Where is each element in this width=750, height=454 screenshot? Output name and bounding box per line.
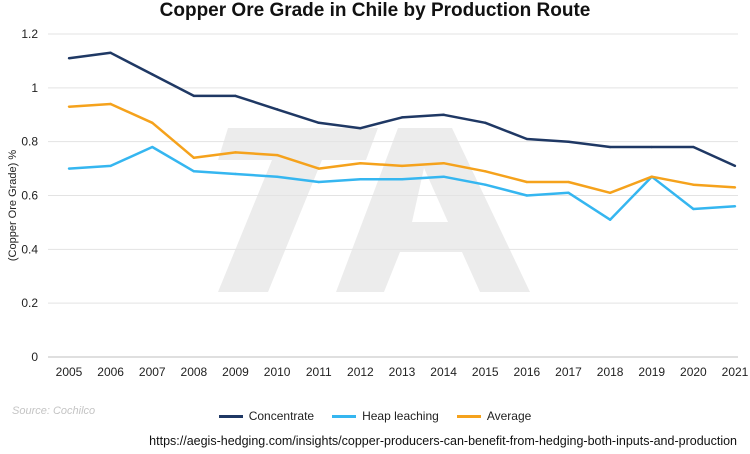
legend-swatch [332, 414, 357, 418]
data-point-heap-leaching [400, 178, 404, 181]
y-tick-label: 0.2 [21, 296, 38, 310]
data-point-heap-leaching [67, 167, 71, 170]
data-point-concentrate [567, 140, 570, 143]
data-point-concentrate [109, 51, 112, 55]
data-point-concentrate [151, 73, 154, 76]
data-point-average [400, 164, 404, 168]
data-point-heap-leaching [484, 183, 487, 186]
data-point-average [442, 162, 445, 165]
data-point-concentrate [359, 127, 362, 130]
data-point-heap-leaching [733, 205, 737, 208]
x-tick-label: 2013 [389, 365, 416, 379]
legend-label: Average [486, 409, 532, 423]
data-point-average [67, 105, 71, 108]
x-tick-label: 2020 [680, 365, 707, 379]
data-point-concentrate [733, 164, 737, 168]
data-point-heap-leaching [317, 180, 320, 184]
data-point-concentrate [234, 94, 237, 98]
data-point-heap-leaching [109, 164, 112, 168]
data-point-concentrate [525, 137, 529, 141]
x-tick-label: 2019 [638, 365, 665, 379]
data-point-average [608, 191, 612, 195]
x-tick-label: 2009 [222, 365, 249, 379]
data-point-heap-leaching [192, 170, 196, 173]
data-point-average [359, 162, 362, 165]
data-point-concentrate [692, 145, 695, 149]
x-tick-label: 2021 [722, 365, 749, 379]
source-url[interactable]: https://aegis-hedging.com/insights/coppe… [149, 434, 737, 448]
source-note: Source: Cochilco [12, 405, 96, 417]
data-point-average [109, 102, 112, 106]
x-tick-label: 2010 [264, 365, 291, 379]
x-tick-label: 2015 [472, 365, 499, 379]
x-tick-label: 2014 [430, 365, 457, 379]
data-point-heap-leaching [151, 145, 154, 149]
series-lines [67, 51, 737, 221]
data-point-heap-leaching [567, 191, 570, 195]
x-tick-label: 2008 [181, 365, 208, 379]
y-tick-label: 0 [31, 350, 38, 364]
x-tick-label: 2018 [597, 365, 624, 379]
data-point-average [567, 180, 570, 184]
x-tick-label: 2006 [97, 365, 124, 379]
y-tick-label: 0.4 [21, 242, 38, 256]
data-point-concentrate [650, 145, 653, 149]
data-point-average [484, 170, 487, 173]
legend: Concentrate Heap leaching Average [0, 409, 750, 423]
x-tick-label: 2007 [139, 365, 166, 379]
data-point-concentrate [275, 108, 279, 111]
data-point-average [650, 175, 653, 178]
ta-watermark [218, 128, 530, 292]
data-point-heap-leaching [692, 207, 695, 211]
data-point-average [317, 167, 320, 170]
x-tick-label: 2005 [56, 365, 83, 379]
data-point-heap-leaching [234, 172, 237, 176]
y-tick-label: 1.2 [21, 27, 38, 41]
data-point-heap-leaching [525, 194, 529, 197]
data-point-concentrate [192, 94, 196, 98]
legend-swatch [456, 414, 481, 418]
legend-swatch [218, 414, 243, 418]
data-point-concentrate [67, 57, 71, 60]
y-tick-label: 0.8 [21, 135, 38, 149]
data-point-average [192, 156, 196, 160]
x-tick-label: 2016 [514, 365, 541, 379]
x-axis: 2005 2006 2007 2008 2009 2010 2011 2012 2013 2014… [56, 365, 749, 379]
y-tick-label: 1 [31, 81, 38, 95]
data-point-heap-leaching [608, 218, 612, 221]
data-point-average [733, 186, 737, 189]
x-tick-label: 2012 [347, 365, 374, 379]
gridlines [48, 33, 738, 358]
data-point-average [234, 151, 237, 154]
data-point-concentrate [400, 116, 404, 119]
x-tick-label: 2017 [555, 365, 582, 379]
data-point-average [275, 153, 279, 157]
data-point-average [151, 121, 154, 125]
legend-item: Average [456, 409, 532, 423]
legend-label: Concentrate [248, 409, 315, 423]
legend-label: Heap leaching [362, 409, 439, 423]
data-point-average [525, 180, 529, 184]
chart-title: Copper Ore Grade in Chile by Production … [159, 0, 591, 21]
y-axis: 0 0.2 0.4 0.6 0.8 1 1.2 [21, 27, 38, 364]
data-point-concentrate [317, 121, 320, 125]
legend-item: Concentrate [218, 409, 315, 423]
x-tick-label: 2011 [306, 365, 332, 379]
watermark-letter-t [218, 128, 378, 292]
data-point-heap-leaching [359, 178, 362, 181]
data-point-concentrate [442, 113, 445, 116]
legend-item: Heap leaching [332, 409, 439, 423]
data-point-average [692, 183, 695, 186]
data-point-heap-leaching [442, 175, 445, 178]
data-point-concentrate [484, 121, 487, 125]
data-point-heap-leaching [275, 175, 279, 178]
y-axis-label: (Copper Ore Grade) % [7, 150, 19, 261]
y-tick-label: 0.6 [21, 189, 38, 203]
data-point-concentrate [608, 145, 612, 149]
